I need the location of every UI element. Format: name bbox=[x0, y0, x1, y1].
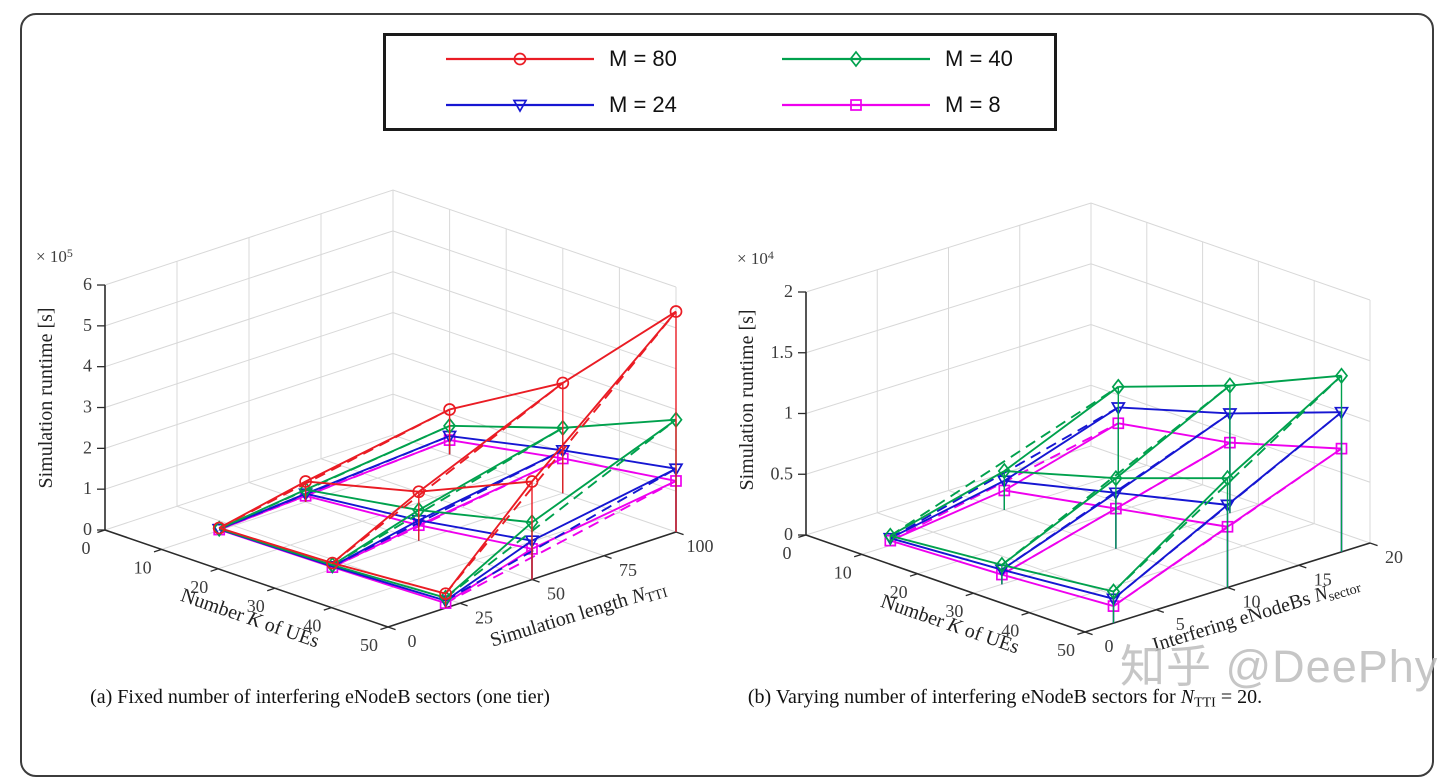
caption-b-suffix: = 20. bbox=[1215, 686, 1263, 708]
svg-text:15: 15 bbox=[1314, 569, 1332, 589]
legend-box: M = 80 M = 40 M = 24 M = 8 bbox=[383, 33, 1057, 131]
grid-lines bbox=[805, 202, 1371, 633]
series-M=40 bbox=[883, 367, 1349, 624]
svg-text:20: 20 bbox=[190, 577, 208, 597]
svg-text:4: 4 bbox=[83, 356, 92, 376]
tick-labels: 0 10 20 30 40 50 0 5 10 15 20 0 0.5 1 1.5 2 bbox=[771, 281, 1404, 660]
svg-text:5: 5 bbox=[83, 315, 92, 335]
svg-text:20: 20 bbox=[1385, 547, 1403, 567]
axis-ticks bbox=[798, 291, 1378, 636]
tick-labels: 0 10 20 30 40 50 0 25 50 75 100 0 1 2 3 4 5 6 bbox=[82, 274, 714, 655]
svg-text:10: 10 bbox=[834, 562, 852, 582]
svg-text:2: 2 bbox=[784, 281, 793, 301]
svg-text:0: 0 bbox=[83, 519, 92, 539]
svg-text:0: 0 bbox=[783, 543, 792, 563]
grid-lines bbox=[104, 189, 677, 628]
svg-text:10: 10 bbox=[1243, 592, 1261, 612]
svg-text:75: 75 bbox=[619, 560, 637, 580]
axis-ticks bbox=[97, 284, 684, 631]
legend-entry-m8: M = 8 bbox=[780, 91, 1054, 119]
legend-line-diamond-icon bbox=[782, 50, 930, 68]
svg-text:0: 0 bbox=[408, 631, 417, 651]
svg-text:5: 5 bbox=[1176, 614, 1185, 634]
svg-text:25: 25 bbox=[475, 607, 493, 627]
caption-b-text: (b) Varying number of interfering eNodeB… bbox=[747, 686, 1181, 708]
svg-text:× 104: × 104 bbox=[737, 248, 774, 268]
legend-label: M = 40 bbox=[945, 46, 1013, 71]
svg-text:3: 3 bbox=[83, 397, 92, 417]
legend-line-square-icon bbox=[782, 99, 930, 111]
caption-subplot-a: (a) Fixed number of interfering eNodeB s… bbox=[90, 686, 550, 708]
figure-frame bbox=[20, 13, 1434, 777]
svg-text:50: 50 bbox=[547, 584, 565, 604]
svg-text:Simulation runtime [s]: Simulation runtime [s] bbox=[35, 307, 57, 488]
svg-text:0.5: 0.5 bbox=[771, 463, 794, 483]
series-M=24 bbox=[211, 430, 684, 609]
svg-text:0: 0 bbox=[1105, 636, 1114, 656]
svg-text:30: 30 bbox=[247, 596, 265, 616]
series-M=80 bbox=[212, 305, 683, 608]
axis-titles: Number K of UEs Simulation length NTTI Sim… bbox=[35, 246, 670, 653]
svg-text:1: 1 bbox=[784, 403, 793, 423]
legend-entry-m24: M = 24 bbox=[444, 91, 780, 119]
svg-text:× 105: × 105 bbox=[36, 246, 73, 266]
svg-text:20: 20 bbox=[890, 582, 908, 602]
series-M=8 bbox=[213, 434, 682, 609]
svg-text:1.5: 1.5 bbox=[771, 342, 794, 362]
svg-text:40: 40 bbox=[1001, 621, 1019, 641]
svg-text:40: 40 bbox=[303, 616, 321, 636]
svg-text:0: 0 bbox=[784, 524, 793, 544]
axis-titles: Number K of UEs Interfering eNodeBs Nsect… bbox=[736, 248, 1363, 658]
watermark: 知乎 @DeePhy bbox=[1120, 641, 1439, 692]
legend-label: M = 24 bbox=[609, 92, 677, 117]
svg-text:30: 30 bbox=[945, 601, 963, 621]
axis-edges bbox=[104, 285, 677, 628]
caption-subplot-b: (b) Varying number of interfering eNodeB… bbox=[745, 686, 1265, 712]
svg-text:100: 100 bbox=[687, 536, 714, 556]
svg-text:Simulation length NTTI: Simulation length NTTI bbox=[488, 577, 670, 653]
legend-line-triangle-icon bbox=[446, 99, 594, 113]
caption-b-variable: N bbox=[1180, 686, 1195, 708]
caption-b-subscript: TTI bbox=[1194, 695, 1216, 711]
svg-text:10: 10 bbox=[134, 557, 152, 577]
legend-line-circle-icon bbox=[446, 52, 594, 66]
svg-text:50: 50 bbox=[1057, 640, 1075, 660]
svg-text:Simulation runtime [s]: Simulation runtime [s] bbox=[736, 309, 758, 490]
svg-text:50: 50 bbox=[360, 635, 378, 655]
svg-text:2: 2 bbox=[83, 437, 92, 457]
svg-text:1: 1 bbox=[83, 478, 92, 498]
svg-text:6: 6 bbox=[83, 274, 92, 294]
legend-label: M = 80 bbox=[609, 46, 677, 71]
legend-entry-m80: M = 80 bbox=[444, 45, 780, 73]
legend-label: M = 8 bbox=[945, 92, 1001, 117]
svg-text:Number K of UEs: Number K of UEs bbox=[178, 584, 322, 652]
legend-entry-m40: M = 40 bbox=[780, 45, 1054, 73]
svg-text:0: 0 bbox=[82, 538, 91, 558]
